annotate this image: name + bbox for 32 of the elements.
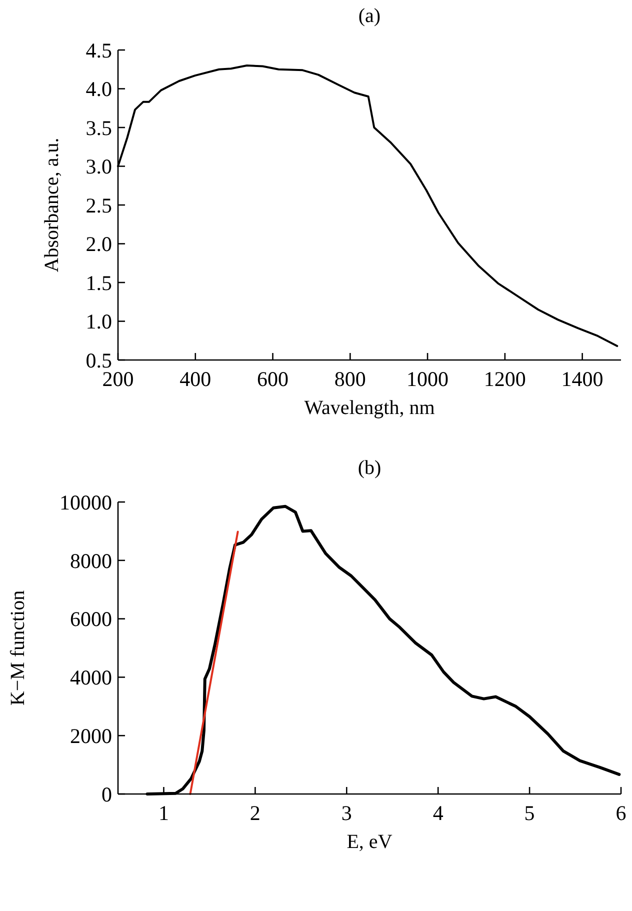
- x-tick-label: 1: [158, 801, 169, 825]
- chart-title: (a): [358, 5, 381, 27]
- y-tick-label: 2.5: [86, 193, 112, 218]
- y-tick-label: 4.0: [86, 77, 112, 102]
- x-tick-label: 2: [250, 801, 260, 825]
- x-tick-label: 6: [616, 801, 626, 825]
- x-tick-label: 4: [432, 801, 444, 825]
- y-tick-label: 2000: [70, 724, 112, 748]
- y-tick-label: 1.0: [86, 310, 112, 334]
- y-tick-label: 3.5: [86, 116, 112, 140]
- x-tick-label: 600: [257, 367, 289, 391]
- y-tick-label: 10000: [60, 490, 112, 514]
- y-tick-label: 2.0: [86, 232, 112, 256]
- x-tick-label: 1000: [406, 367, 449, 391]
- y-tick-label: 4.5: [86, 38, 112, 62]
- y-tick-label: 4000: [70, 666, 112, 690]
- y-axis-title: K−M function: [7, 590, 29, 706]
- x-tick-label: 400: [180, 367, 212, 391]
- chart-title: (b): [358, 457, 382, 479]
- x-tick-label: 1200: [484, 367, 526, 391]
- y-tick-label: 0: [102, 782, 112, 806]
- y-tick-label: 1.5: [86, 270, 112, 295]
- x-tick-label: 800: [334, 367, 366, 391]
- y-tick-label: 8000: [70, 548, 112, 573]
- x-tick-label: 5: [524, 801, 535, 825]
- x-axis-title: E, eV: [346, 831, 393, 853]
- y-tick-label: 6000: [70, 607, 112, 632]
- x-axis-title: Wavelength, nm: [304, 397, 436, 419]
- x-tick-label: 1400: [561, 367, 604, 391]
- y-axis-title: Absorbance, a.u.: [41, 138, 63, 272]
- x-tick-label: 3: [341, 801, 352, 825]
- y-tick-label: 3.0: [86, 154, 112, 179]
